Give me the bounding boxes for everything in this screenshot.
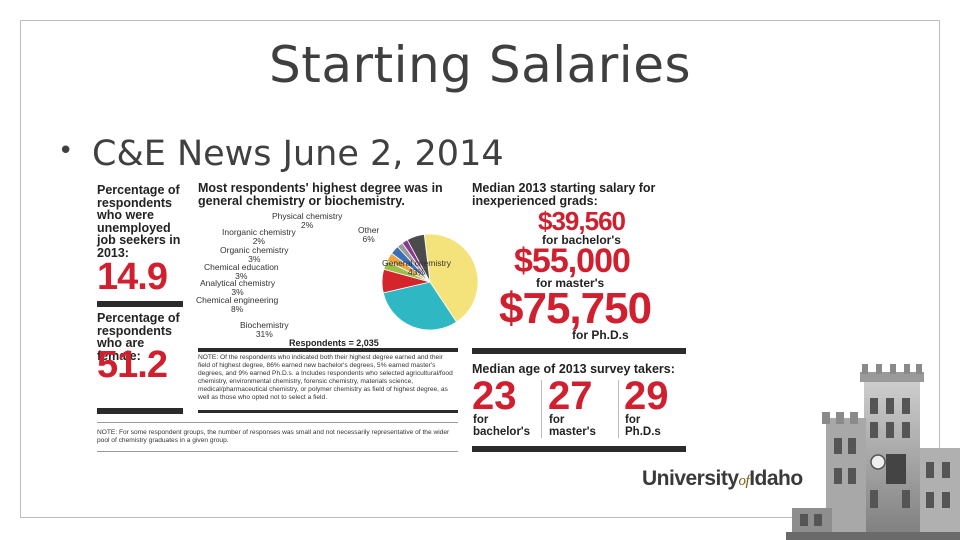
age-phds: 29	[624, 374, 669, 418]
slide-title: Starting Salaries	[268, 36, 692, 94]
pie-slice-general-chemistry	[423, 233, 479, 323]
divider-bar	[198, 348, 458, 352]
label-other: Other 6%	[358, 225, 380, 244]
building-image	[786, 364, 960, 540]
salary-bachelors-label: for bachelor's	[542, 233, 621, 247]
label-general-chemistry: General chemistry 43%	[382, 258, 451, 277]
salary-bachelors: $39,560	[538, 206, 626, 236]
label-chemical-engineering: Chemical engineering 8%	[196, 295, 279, 314]
label-inorganic-chemistry: Inorganic chemistry 2%	[222, 227, 296, 246]
respondents-count: Respondents = 2,035	[289, 338, 379, 348]
slide-frame	[20, 20, 940, 518]
age-phds-label: for Ph.D.s	[625, 414, 661, 438]
salary-phds-label: for Ph.D.s	[572, 328, 629, 342]
divider-bar	[97, 301, 183, 307]
age-masters-label: for master's	[549, 414, 596, 438]
age-separator	[618, 380, 619, 438]
pie-slice-biochemistry	[382, 281, 458, 331]
unemployed-label: Percentage of respondents who were unemp…	[97, 183, 181, 260]
university-logo: UniversityofIdaho	[642, 467, 803, 490]
infographic: Percentage of respondents who were unemp…	[96, 180, 688, 458]
salary-phds: $75,750	[499, 284, 652, 333]
label-biochemistry: Biochemistry 31%	[240, 320, 289, 339]
note-border	[97, 451, 458, 452]
divider-bar	[97, 408, 183, 414]
age-bachelors-label: for bachelor's	[473, 414, 531, 438]
salary-masters: $55,000	[514, 242, 631, 280]
age-masters: 27	[548, 374, 593, 418]
divider-bar	[198, 410, 458, 413]
label-chemical-education: Chemical education 3%	[204, 262, 279, 281]
salary-heading: Median 2013 starting salary for inexperi…	[472, 181, 656, 208]
pie-slice-other	[406, 233, 431, 283]
bullet-item: • C&E News June 2, 2014	[58, 134, 504, 174]
age-bachelors: 23	[472, 374, 517, 418]
note-border	[97, 422, 458, 423]
divider-bar	[472, 348, 686, 354]
bullet-dot-icon: •	[58, 136, 74, 166]
label-analytical-chemistry: Analytical chemistry 3%	[200, 278, 276, 297]
degree-title: Most respondents' highest degree was in …	[198, 181, 443, 208]
female-value: 51.2	[97, 344, 168, 386]
salary-masters-label: for master's	[536, 276, 605, 290]
degree-note: NOTE: Of the respondents who indicated b…	[198, 354, 453, 401]
divider-bar	[472, 446, 686, 452]
age-separator	[541, 380, 542, 438]
unemployed-value: 14.9	[97, 256, 168, 298]
label-organic-chemistry: Organic chemistry 3%	[220, 245, 289, 264]
female-label: Percentage of respondents who are female…	[97, 311, 180, 363]
bullet-text: C&E News June 2, 2014	[92, 134, 504, 174]
degree-pie-chart	[381, 233, 479, 331]
age-heading: Median age of 2013 survey takers:	[472, 362, 675, 376]
bottom-note: NOTE: For some respondent groups, the nu…	[97, 429, 450, 444]
label-physical-chemistry: Physical chemistry 2%	[272, 211, 343, 230]
